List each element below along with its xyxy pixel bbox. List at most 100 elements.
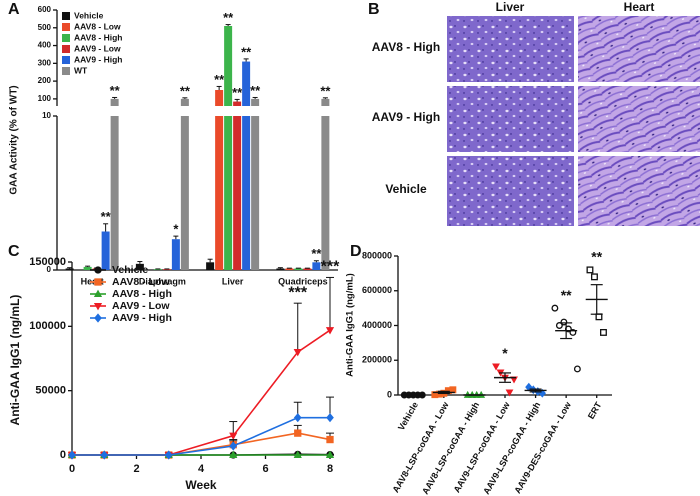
marker xyxy=(325,327,335,335)
marker xyxy=(573,365,581,373)
significance: * xyxy=(502,345,508,361)
bar xyxy=(303,268,312,270)
histology-image xyxy=(447,156,574,226)
marker xyxy=(600,328,607,336)
y-tick-label: 0 xyxy=(387,389,392,399)
bar xyxy=(233,101,242,106)
legend-label: WT xyxy=(74,65,88,75)
legend-swatch xyxy=(62,56,70,64)
x-tick-label: AAV8-LSP-coGAA - High xyxy=(420,400,481,496)
significance: ** xyxy=(311,246,322,261)
bar xyxy=(180,116,189,270)
marker xyxy=(555,322,563,329)
series-line xyxy=(72,416,330,456)
y-tick-label: 150000 xyxy=(29,256,66,268)
marker xyxy=(505,389,514,397)
marker xyxy=(293,349,302,357)
y-axis-label: Anti-GAA IgG1 (ng/mL) xyxy=(345,273,356,377)
marker xyxy=(294,429,302,437)
marker xyxy=(229,432,238,441)
bar xyxy=(233,116,242,270)
y-tick-label: 50000 xyxy=(35,385,66,397)
y-tick-label: 400000 xyxy=(362,320,392,330)
bar xyxy=(294,268,303,270)
bar xyxy=(180,98,189,106)
bar xyxy=(110,116,119,270)
significance: *** xyxy=(288,284,307,301)
y-tick-label: 100000 xyxy=(29,320,66,332)
marker xyxy=(492,363,500,371)
histology-image xyxy=(578,86,700,152)
x-tick-label: 6 xyxy=(262,463,268,475)
y-tick-label: 800000 xyxy=(362,250,392,260)
y-tick-label: 200 xyxy=(38,76,52,85)
bar xyxy=(101,231,110,270)
significance: ** xyxy=(561,287,572,303)
marker xyxy=(586,266,594,274)
panel-letter: A xyxy=(8,1,20,18)
panel-letter: C xyxy=(8,243,20,260)
bar xyxy=(251,116,260,270)
x-tick-label: Quadriceps xyxy=(278,276,328,286)
bar xyxy=(215,116,224,270)
y-tick-label: 300 xyxy=(38,58,52,67)
bar xyxy=(224,26,233,106)
marker xyxy=(229,450,238,459)
marker xyxy=(229,441,238,451)
significance: ** xyxy=(320,83,331,98)
histology-image xyxy=(447,16,574,82)
significance: *** xyxy=(321,259,340,276)
y-tick-label: 0 xyxy=(60,449,66,461)
x-tick-label: Diaphragm xyxy=(139,276,186,286)
x-tick-label: AAV8-LSP-coGAA - Low xyxy=(390,399,451,494)
significance: ** xyxy=(241,44,252,59)
x-axis-label: Week xyxy=(185,478,216,492)
legend-swatch xyxy=(62,34,70,42)
bar xyxy=(83,266,92,270)
y-axis-label: Anti-GAA IgG1 (ng/mL) xyxy=(8,295,22,426)
significance: ** xyxy=(101,209,112,224)
legend-swatch xyxy=(62,45,70,53)
marker xyxy=(100,450,109,460)
marker xyxy=(595,313,603,321)
legend-label: AAV9 - High xyxy=(112,312,172,324)
significance: ** xyxy=(591,249,602,265)
marker xyxy=(591,273,598,281)
significance: ** xyxy=(232,85,243,100)
legend-label: AAV9 - Low xyxy=(74,43,121,53)
marker xyxy=(326,435,334,444)
x-tick-label: 2 xyxy=(133,463,139,475)
histology-panel: Liver Heart AAV8 - High AAV9 - High Vehi… xyxy=(372,0,700,226)
x-tick-label: 4 xyxy=(198,463,205,475)
histology-image xyxy=(578,16,700,82)
x-tick-label: 8 xyxy=(327,463,333,475)
legend-label: AAV8 - Low xyxy=(112,276,170,288)
y-tick-label: 600000 xyxy=(362,285,392,295)
bar xyxy=(242,116,251,270)
bar xyxy=(276,268,285,270)
marker xyxy=(68,450,76,460)
histology-image xyxy=(578,156,700,226)
bar xyxy=(171,239,180,270)
legend-label: AAV9 - Low xyxy=(112,300,170,312)
bar xyxy=(215,90,224,106)
legend-label: AAV8 - High xyxy=(74,32,122,42)
y-tick-label: 10 xyxy=(42,111,51,120)
marker xyxy=(293,413,302,423)
significance: ** xyxy=(223,10,234,25)
series-line xyxy=(72,432,331,456)
x-tick-label: ERT xyxy=(586,400,604,421)
x-tick-label: Liver xyxy=(222,276,244,286)
significance: ** xyxy=(110,83,121,98)
marker xyxy=(326,413,334,423)
histology-image xyxy=(447,86,574,152)
significance: ** xyxy=(180,83,191,98)
column-header: Heart xyxy=(624,0,655,14)
row-label: AAV9 - High xyxy=(372,110,440,124)
bar xyxy=(153,269,162,270)
y-axis-label: GAA Activity (% of WT) xyxy=(9,85,20,194)
bar xyxy=(251,98,260,106)
legend-label: AAV9 - High xyxy=(74,54,122,64)
panel-letter: B xyxy=(368,1,380,18)
